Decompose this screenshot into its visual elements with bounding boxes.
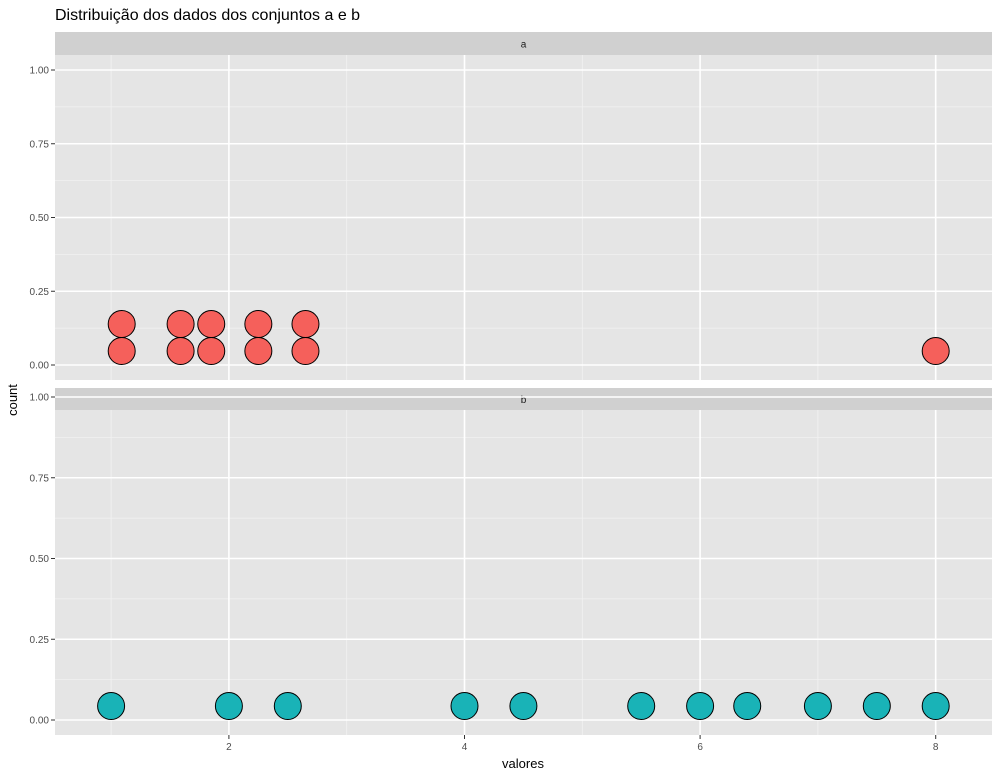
y-tick-label: 1.00 xyxy=(30,393,50,404)
data-dot xyxy=(214,692,243,720)
y-tick-label: 0.00 xyxy=(30,361,50,372)
data-dot xyxy=(803,692,832,720)
facet-panel-a: a 0.00 0.25 0.50 0.75 1.00 xyxy=(30,32,992,380)
data-dot xyxy=(197,310,226,338)
facet-strip xyxy=(55,388,992,410)
facet-strip-label: b xyxy=(521,395,527,406)
plot-panel xyxy=(55,410,992,735)
data-dot xyxy=(291,310,320,338)
x-tick-label: 6 xyxy=(697,742,703,753)
data-dot xyxy=(686,692,715,720)
facet-strip-label: a xyxy=(521,40,527,51)
data-dot xyxy=(166,337,195,365)
x-tick-label: 2 xyxy=(226,742,232,753)
y-tick-label: 0.75 xyxy=(30,473,50,484)
y-tick-label: 0.25 xyxy=(30,287,50,298)
x-tick-label: 8 xyxy=(933,742,939,753)
data-dot xyxy=(733,692,762,720)
data-dot xyxy=(291,337,320,365)
y-tick-label: 0.25 xyxy=(30,635,50,646)
y-tick-label: 1.00 xyxy=(30,66,50,77)
data-dot xyxy=(509,692,538,720)
data-dot xyxy=(166,310,195,338)
y-tick-label: 0.50 xyxy=(30,554,50,565)
data-dot xyxy=(450,692,479,720)
data-dot xyxy=(244,310,273,338)
data-dot xyxy=(197,337,226,365)
facet-strip xyxy=(55,32,992,55)
chart-title: Distribuição dos dados dos conjuntos a e… xyxy=(55,7,360,24)
data-dot xyxy=(921,337,950,365)
x-axis-title: valores xyxy=(502,756,544,771)
y-tick-label: 0.00 xyxy=(30,716,50,727)
data-dot xyxy=(627,692,656,720)
facet-panel-b: b 0.00 0.25 0.50 0.75 1.00 xyxy=(30,388,992,735)
y-tick-label: 0.75 xyxy=(30,139,50,150)
y-axis-title: count xyxy=(5,384,20,416)
data-dot xyxy=(921,692,950,720)
data-dot xyxy=(107,337,136,365)
data-dot xyxy=(107,310,136,338)
data-dot xyxy=(862,692,891,720)
x-tick-label: 4 xyxy=(462,742,468,753)
data-dot xyxy=(244,337,273,365)
y-tick-label: 0.50 xyxy=(30,213,50,224)
data-dot xyxy=(273,692,302,720)
data-dot xyxy=(97,692,126,720)
